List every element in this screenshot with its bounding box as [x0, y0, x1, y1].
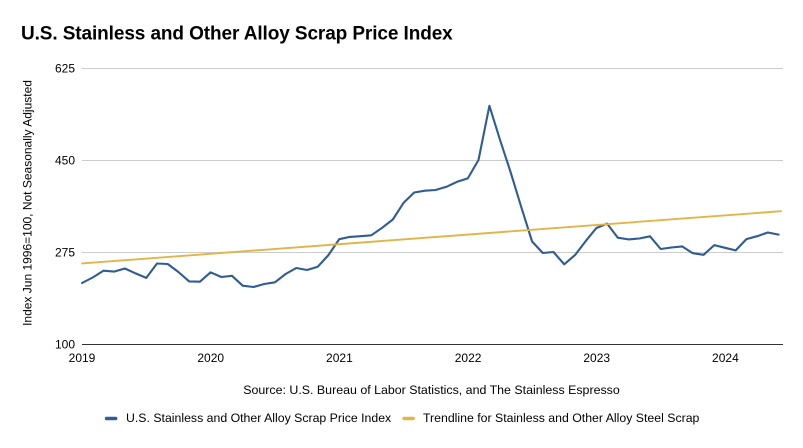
- svg-text:2022: 2022: [455, 351, 482, 365]
- svg-text:Trendline for Stainless and Ot: Trendline for Stainless and Other Alloy …: [423, 411, 700, 425]
- svg-text:Index Jun 1996=100, Not Season: Index Jun 1996=100, Not Seasonally Adjus…: [21, 80, 35, 326]
- svg-text:2024: 2024: [712, 351, 739, 365]
- svg-text:625: 625: [55, 62, 75, 76]
- svg-text:2019: 2019: [69, 351, 96, 365]
- svg-text:450: 450: [55, 154, 75, 168]
- svg-text:2021: 2021: [326, 351, 353, 365]
- svg-text:U.S. Stainless and Other Alloy: U.S. Stainless and Other Alloy Scrap Pri…: [21, 24, 453, 45]
- svg-text:275: 275: [55, 246, 75, 260]
- svg-text:2020: 2020: [197, 351, 224, 365]
- svg-text:2023: 2023: [583, 351, 610, 365]
- svg-text:Source: U.S. Bureau of Labor S: Source: U.S. Bureau of Labor Statistics,…: [243, 383, 620, 397]
- svg-text:100: 100: [55, 338, 75, 352]
- svg-text:U.S. Stainless and Other Alloy: U.S. Stainless and Other Alloy Scrap Pri…: [126, 411, 392, 425]
